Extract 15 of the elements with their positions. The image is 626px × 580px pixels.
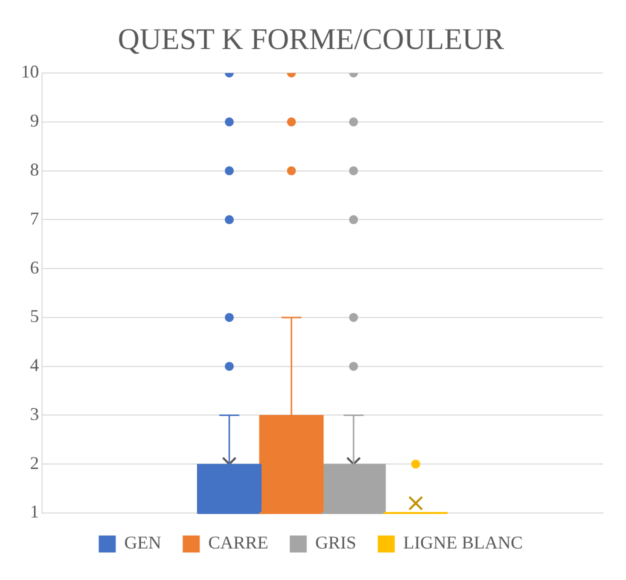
legend-label: GEN xyxy=(124,532,162,553)
y-tick-label: 5 xyxy=(30,306,39,326)
y-tick-label: 1 xyxy=(30,502,39,522)
y-tick-label: 9 xyxy=(30,110,39,131)
y-tick-label: 7 xyxy=(30,208,39,228)
legend-label: GRIS xyxy=(315,532,356,553)
legend-label: LIGNE BLANC xyxy=(403,532,523,553)
legend-label: CARRE xyxy=(208,532,268,553)
y-tick-label: 10 xyxy=(21,62,39,82)
chart-title: QUEST K FORME/COULEUR xyxy=(118,22,504,56)
y-tick-label: 8 xyxy=(30,160,39,180)
y-tick-label: 6 xyxy=(30,257,39,278)
y-tick-label: 3 xyxy=(30,404,39,424)
y-tick-label: 4 xyxy=(30,355,39,376)
y-tick-label: 2 xyxy=(30,452,39,473)
